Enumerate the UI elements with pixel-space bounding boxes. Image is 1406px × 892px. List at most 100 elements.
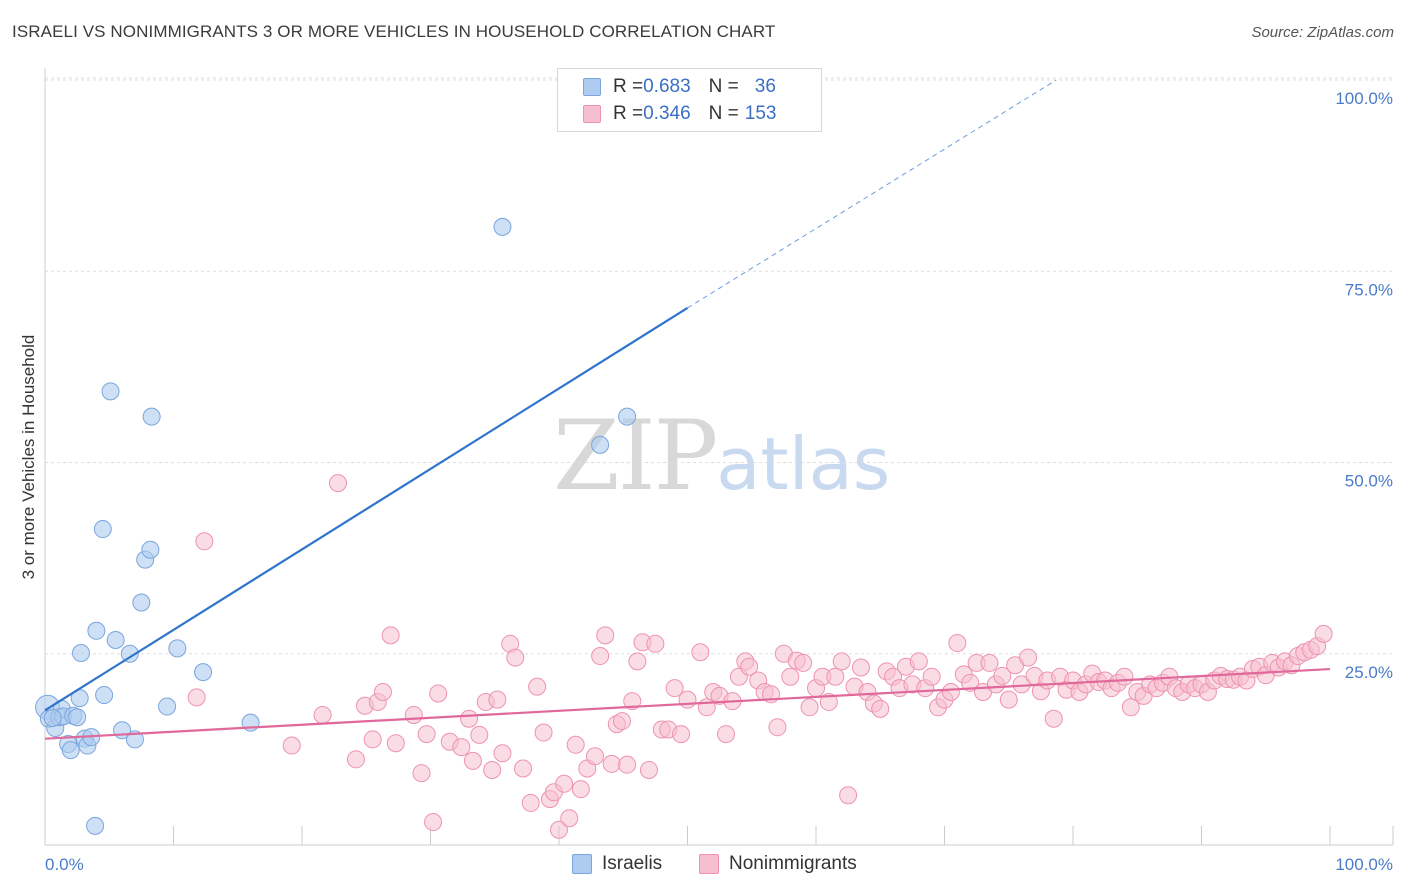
nonimmigrant-point-3 [313, 705, 332, 724]
bottom-legend-swatch-israelis [572, 854, 592, 874]
legend-swatch-nonimmigrants [583, 105, 601, 123]
nonimmigrant-point-74 [800, 698, 819, 717]
nonimmigrant-point-19 [460, 709, 479, 728]
bottom-legend-label-israelis: Israelis [602, 853, 663, 874]
nonimmigrant-point-16 [429, 684, 448, 703]
nonimmigrant-point-35 [555, 774, 574, 793]
nonimmigrant-point-29 [521, 793, 540, 812]
israeli-point-17 [93, 520, 112, 539]
israeli-point-29 [194, 663, 213, 682]
israeli-point-18 [95, 686, 114, 705]
x-tick-label-100: 100.0% [1335, 855, 1393, 874]
nonimmigrant-point-47 [623, 692, 642, 711]
nonimmigrant-point-65 [740, 657, 759, 676]
nonimmigrant-point-36 [560, 809, 579, 828]
legend-row-nonimmigrants: R = 0.346 N = 153 [583, 102, 776, 126]
y-tick-label-25: 25.0% [1345, 663, 1393, 682]
israeli-point-26 [142, 407, 161, 426]
nonimmigrant-point-71 [781, 667, 800, 686]
nonimmigrant-point-77 [819, 692, 838, 711]
nonimmigrant-point-91 [909, 652, 928, 671]
nonimmigrant-point-99 [961, 673, 980, 692]
legend-r-label-nonimmigrants: R = [613, 103, 644, 124]
y-axis-label: 3 or more Vehicles in Household [19, 334, 38, 580]
israeli-point-23 [132, 593, 151, 612]
israeli-point-28 [168, 639, 187, 658]
nonimmigrant-point-56 [678, 690, 697, 709]
israeli-point-32 [591, 435, 610, 454]
israeli-point-15 [86, 816, 105, 835]
chart-title: ISRAELI VS NONIMMIGRANTS 3 OR MORE VEHIC… [12, 22, 776, 41]
israeli-point-21 [120, 644, 139, 663]
israeli-point-31 [493, 217, 512, 236]
nonimmigrant-point-0 [187, 688, 206, 707]
nonimmigrant-point-69 [768, 718, 787, 737]
legend-r-value-nonimmigrants: 0.346 [643, 103, 691, 124]
nonimmigrant-point-10 [381, 626, 400, 645]
nonimmigrant-point-105 [999, 690, 1018, 709]
source-label: Source: ZipAtlas.com [1251, 24, 1394, 41]
nonimmigrant-point-104 [993, 666, 1012, 685]
legend-swatch-israelis [583, 78, 601, 96]
nonimmigrant-point-55 [672, 725, 691, 744]
nonimmigrant-point-43 [602, 754, 621, 773]
watermark-atlas: atlas [716, 422, 891, 506]
legend-n-value-nonimmigrants: 153 [744, 103, 777, 124]
israeli-point-34 [101, 382, 120, 401]
israeli-point-11 [71, 643, 90, 662]
israeli-point-22 [125, 730, 144, 749]
israelis-trend-line [44, 307, 689, 712]
israeli-point-35 [43, 709, 62, 728]
nonimmigrant-point-12 [404, 705, 423, 724]
y-tick-label-75: 75.0% [1345, 280, 1393, 299]
nonimmigrant-point-42 [596, 626, 615, 645]
israeli-point-7 [61, 741, 80, 760]
nonimmigrant-point-85 [871, 699, 890, 718]
israeli-point-16 [87, 621, 106, 640]
nonimmigrant-point-154 [1314, 624, 1333, 643]
nonimmigrant-point-78 [826, 667, 845, 686]
nonimmigrant-point-82 [851, 658, 870, 677]
nonimmigrant-point-46 [618, 755, 637, 774]
bottom-legend-nonimmigrants: Nonimmigrants [699, 852, 857, 876]
nonimmigrant-point-21 [470, 725, 489, 744]
nonimmigrant-point-1 [195, 532, 214, 551]
legend-row-israelis: R = 0.683 N = 36 [583, 75, 776, 99]
nonimmigrant-point-18 [452, 738, 471, 757]
nonimmigrant-point-80 [839, 786, 858, 805]
nonimmigrant-point-28 [514, 759, 533, 778]
nonimmigrant-point-25 [493, 744, 512, 763]
legend-r-label-israelis: R = [613, 76, 644, 97]
nonimmigrant-point-54 [665, 679, 684, 698]
legend-r-value-israelis: 0.683 [643, 76, 691, 97]
nonimmigrant-point-93 [922, 667, 941, 686]
nonimmigrant-point-23 [483, 761, 502, 780]
nonimmigrant-point-2 [282, 736, 301, 755]
legend-n-label-nonimmigrants: N = [708, 103, 739, 124]
nonimmigrant-point-45 [612, 712, 631, 731]
nonimmigrant-point-38 [571, 780, 590, 799]
nonimmigrant-point-9 [373, 683, 392, 701]
legend-n-value-israelis: 36 [754, 76, 776, 97]
bottom-legend-swatch-nonimmigrants [699, 854, 719, 874]
nonimmigrant-point-7 [363, 730, 382, 749]
nonimmigrant-point-124 [1121, 698, 1140, 717]
x-tick-label-0: 0.0% [45, 855, 84, 874]
nonimmigrant-point-37 [566, 735, 585, 754]
nonimmigrant-point-96 [941, 683, 960, 701]
israeli-point-19 [106, 630, 125, 649]
nonimmigrant-point-57 [691, 643, 710, 662]
nonimmigrant-point-31 [534, 723, 553, 742]
israeli-point-9 [68, 708, 87, 727]
nonimmigrant-point-5 [346, 750, 365, 769]
y-tick-label-100: 100.0% [1335, 89, 1393, 108]
nonimmigrant-point-73 [794, 653, 813, 672]
israeli-point-25 [141, 540, 160, 559]
nonimmigrant-point-13 [412, 764, 431, 783]
nonimmigrant-point-15 [424, 813, 443, 832]
nonimmigrant-point-51 [646, 634, 665, 653]
israelis-trend-line-extension [687, 79, 1057, 309]
nonimmigrant-point-102 [980, 653, 999, 672]
nonimmigrant-point-97 [948, 634, 967, 653]
